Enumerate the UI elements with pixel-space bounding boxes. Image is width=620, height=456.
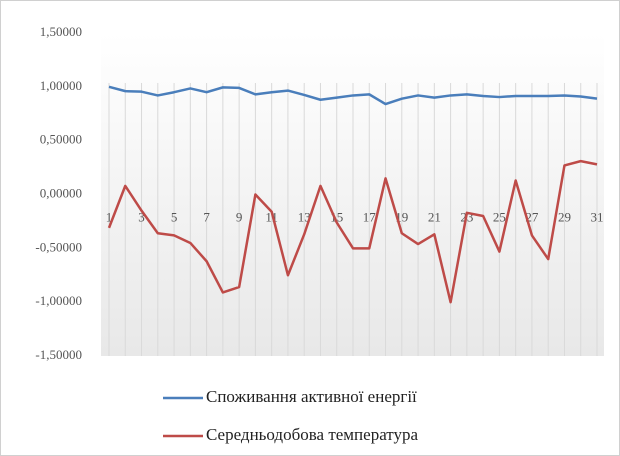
x-tick-label: 31 xyxy=(591,209,604,224)
y-tick-label: -1,00000 xyxy=(35,293,82,308)
x-tick-label: 29 xyxy=(558,209,571,224)
y-tick-label: 1,00000 xyxy=(40,78,82,93)
x-tick-label: 9 xyxy=(236,209,243,224)
x-tick-label: 17 xyxy=(363,209,377,224)
x-tick-label: 3 xyxy=(138,209,145,224)
y-tick-label: 0,50000 xyxy=(40,132,82,147)
x-tick-label: 21 xyxy=(428,209,441,224)
x-tick-label: 25 xyxy=(493,209,506,224)
series-line xyxy=(108,85,598,106)
legend-label: Середньодобова температура xyxy=(206,425,419,444)
series-line xyxy=(107,159,598,304)
x-tick-label: 1 xyxy=(106,209,113,224)
y-tick-label: 1,50000 xyxy=(40,24,82,39)
y-tick-label: -1,50000 xyxy=(35,347,82,362)
x-tick-label: 5 xyxy=(171,209,178,224)
y-tick-label: 0,00000 xyxy=(40,185,82,200)
y-tick-label: -0,50000 xyxy=(35,239,82,254)
legend-label: Споживання активної енергії xyxy=(206,387,417,406)
x-tick-label: 7 xyxy=(203,209,210,224)
